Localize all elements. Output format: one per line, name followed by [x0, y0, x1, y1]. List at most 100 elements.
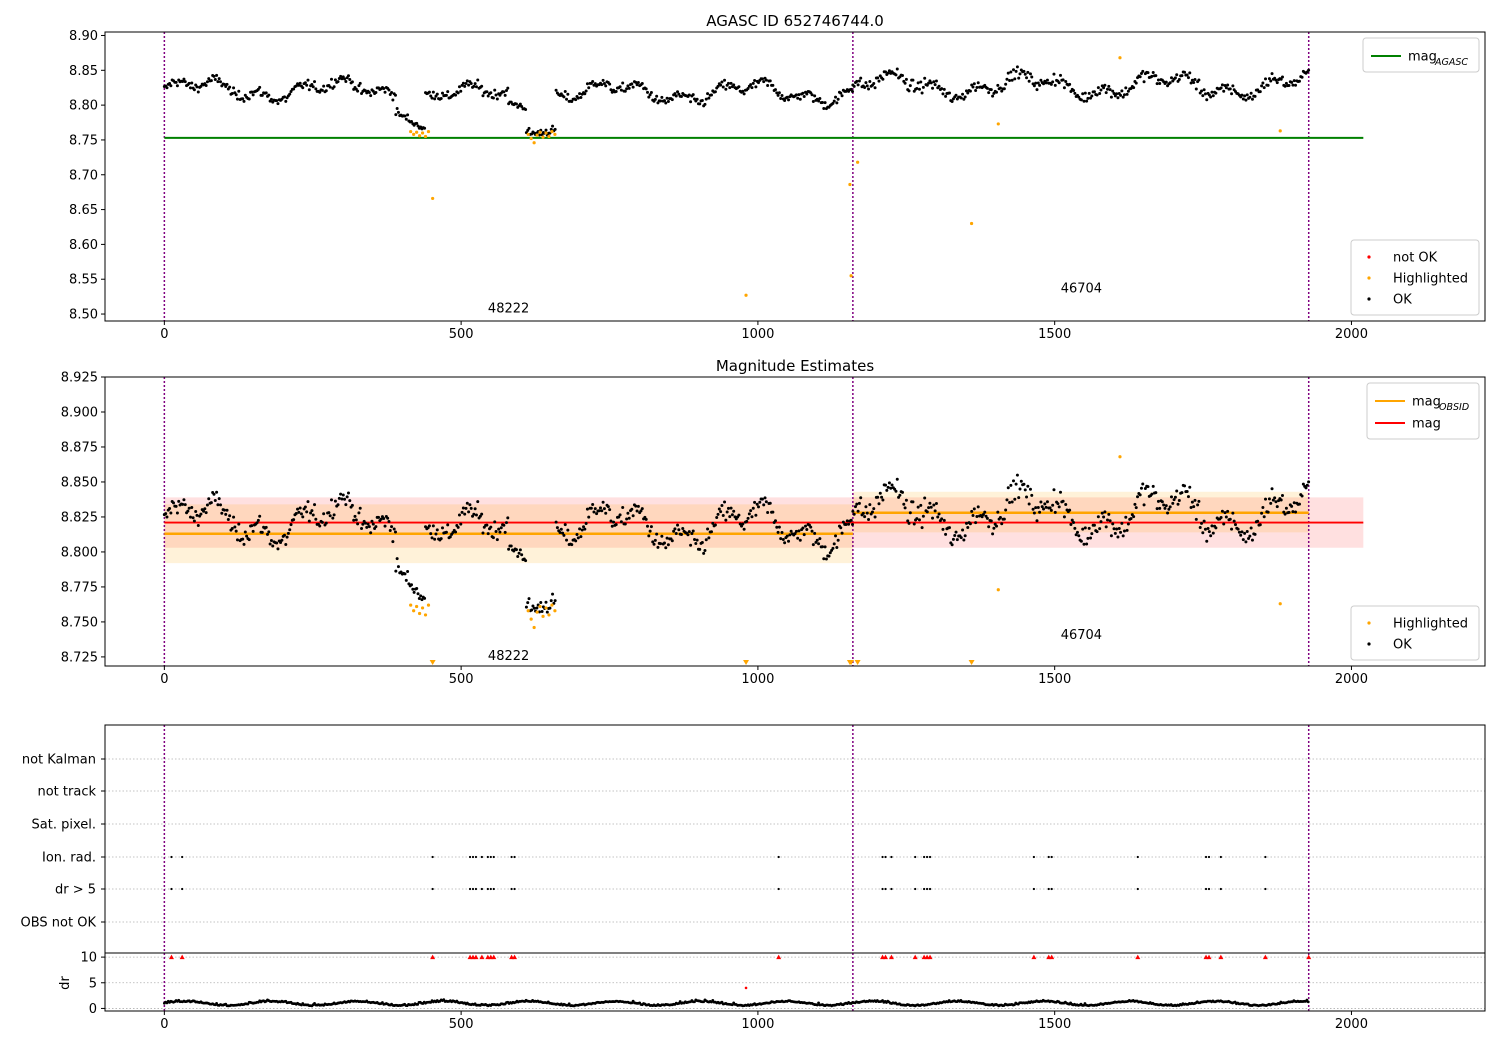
ok-point — [1262, 86, 1266, 90]
ok-point — [732, 509, 736, 513]
ok-point — [834, 534, 838, 538]
ok-point — [1173, 495, 1177, 499]
ok-point — [1168, 81, 1172, 85]
ok-point — [1169, 76, 1173, 80]
ok-point — [1266, 510, 1270, 514]
ok-point — [764, 78, 768, 82]
ok-point — [1146, 71, 1150, 75]
ok-point — [811, 99, 815, 103]
ok-point — [703, 549, 707, 553]
ok-point — [469, 81, 473, 85]
ok-point — [635, 83, 639, 87]
ok-point — [592, 510, 596, 514]
dr-clipped-marker — [1206, 954, 1212, 960]
ok-point — [1141, 69, 1145, 73]
ok-point — [756, 81, 760, 85]
ok-point — [1062, 86, 1066, 90]
ok-point — [1160, 500, 1164, 504]
legend-line-subscript: AGASC — [1434, 57, 1468, 68]
ok-point — [1057, 81, 1061, 85]
ok-point — [929, 505, 933, 509]
ok-point — [1124, 86, 1128, 90]
ok-point — [1163, 506, 1167, 510]
ok-point — [832, 99, 836, 103]
ok-point — [562, 95, 566, 99]
ok-point — [625, 517, 629, 521]
ok-point — [881, 77, 885, 81]
ok-point — [183, 80, 187, 84]
ok-point — [1155, 507, 1159, 511]
ok-point — [275, 541, 279, 545]
ok-point — [584, 89, 588, 93]
ok-point — [374, 525, 378, 529]
ok-point — [679, 532, 683, 536]
ok-point — [1112, 92, 1116, 96]
ok-point — [717, 507, 721, 511]
ok-point — [427, 90, 431, 94]
ok-point — [393, 93, 397, 97]
ok-point — [459, 89, 463, 93]
ok-point — [894, 489, 898, 493]
ok-point — [876, 76, 880, 80]
ok-point — [480, 512, 484, 516]
ok-point — [917, 87, 921, 91]
ok-point — [737, 85, 741, 89]
dr-clipped-marker — [927, 954, 933, 960]
ok-point — [984, 514, 988, 518]
ok-point — [1279, 77, 1283, 81]
ok-point — [1269, 501, 1273, 505]
ok-point — [1210, 524, 1214, 528]
y-tick-label: 8.85 — [69, 64, 98, 79]
ok-point — [383, 90, 387, 94]
ok-point — [777, 91, 781, 95]
ok-point — [995, 90, 999, 94]
ok-point — [181, 79, 185, 83]
ok-point — [322, 84, 326, 88]
ok-point — [788, 533, 792, 537]
ion-rad-flag-point — [1219, 855, 1222, 859]
ok-point — [832, 542, 836, 546]
ok-point — [284, 542, 288, 546]
ok-point — [815, 538, 819, 542]
ok-point — [937, 512, 941, 516]
ok-point — [789, 529, 793, 533]
ok-point — [322, 512, 326, 516]
ok-point — [367, 91, 371, 95]
ok-point — [369, 531, 373, 535]
ok-point — [1018, 72, 1022, 76]
dr-flag-point — [1207, 887, 1211, 891]
ok-point — [844, 522, 848, 526]
ok-point — [704, 538, 708, 542]
ok-point — [174, 504, 178, 508]
ion-rad-flag-point — [1207, 855, 1211, 859]
ok-point — [1228, 517, 1232, 521]
ok-point — [787, 539, 791, 543]
ok-point — [662, 541, 666, 545]
ok-point — [1002, 517, 1006, 521]
ok-point — [895, 67, 899, 71]
ok-point — [1192, 81, 1196, 85]
ok-point — [1068, 508, 1072, 512]
ok-point — [1092, 523, 1096, 527]
ok-point — [324, 89, 328, 93]
ok-point — [959, 536, 963, 540]
ok-point — [1034, 81, 1038, 85]
ok-point — [745, 519, 749, 523]
ion-rad-flag-point — [1047, 855, 1050, 859]
ok-point — [1043, 502, 1047, 506]
ok-point — [1180, 491, 1184, 495]
highlighted-point — [417, 134, 422, 138]
ok-point — [463, 512, 467, 516]
ok-point — [1294, 510, 1298, 514]
ok-point — [1151, 484, 1155, 488]
ok-point — [1260, 84, 1264, 88]
ok-point — [927, 81, 931, 85]
ok-point — [1072, 88, 1076, 92]
ok-point — [1096, 86, 1100, 90]
ok-point — [357, 511, 361, 515]
ok-point — [192, 519, 196, 523]
ok-point — [497, 527, 501, 531]
ok-point — [1239, 533, 1243, 537]
ok-point — [644, 517, 648, 521]
ok-point — [1203, 92, 1207, 96]
